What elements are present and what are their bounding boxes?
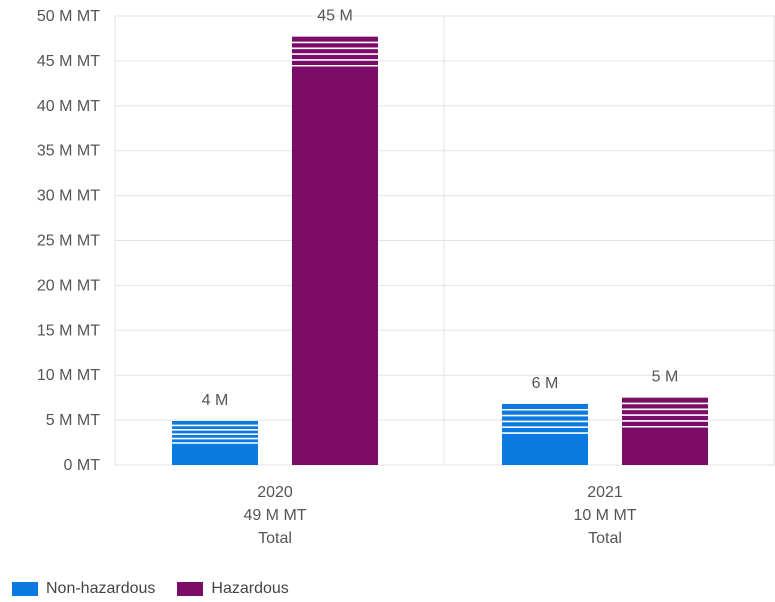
legend: Non-hazardous Hazardous [12, 580, 289, 598]
data-label: 45 M [317, 8, 353, 25]
legend-swatch-hazardous [177, 582, 204, 596]
bar-hazardous-2020[interactable] [292, 36, 378, 466]
y-tick-label: 40 M MT [37, 98, 100, 115]
bar-fill [502, 403, 588, 465]
grid-lines [114, 15, 775, 466]
legend-label-non-hazardous: Non-hazardous [46, 580, 156, 597]
legend-item-non-hazardous[interactable]: Non-hazardous [12, 580, 155, 598]
y-tick-label: 5 M MT [46, 412, 100, 429]
y-tick-label: 45 M MT [37, 53, 100, 70]
bar-fill [292, 36, 378, 466]
x-axis-category-labels: 2020 49 M MT Total 2021 10 M MT Total [243, 484, 636, 547]
data-label: 4 M [202, 392, 229, 409]
y-tick-label: 50 M MT [37, 8, 100, 25]
y-axis-tick-labels: 0 MT 5 M MT 10 M MT 15 M MT 20 M MT 25 M MT 30… [37, 8, 100, 474]
legend-item-hazardous[interactable]: Hazardous [177, 580, 289, 598]
bar-non-hazardous-2020[interactable] [172, 420, 258, 465]
bar-hazardous-2021[interactable] [622, 397, 708, 465]
y-tick-label: 0 MT [64, 457, 101, 474]
y-tick-label: 20 M MT [37, 277, 100, 294]
y-tick-label: 25 M MT [37, 233, 100, 250]
y-tick-label: 35 M MT [37, 143, 100, 160]
y-tick-label: 30 M MT [37, 188, 100, 205]
bar-non-hazardous-2021[interactable] [502, 403, 588, 465]
y-tick-label: 10 M MT [37, 367, 100, 384]
category-total: 10 M MT [573, 507, 636, 524]
data-labels: 4 M 45 M 6 M 5 M [202, 8, 679, 409]
legend-swatch-non-hazardous [12, 582, 38, 596]
category-total: 49 M MT [243, 507, 306, 524]
legend-label-hazardous: Hazardous [211, 580, 289, 597]
category-total-caption: Total [588, 530, 622, 547]
data-label: 5 M [652, 369, 679, 386]
category-label: 2021 [587, 484, 623, 501]
category-total-caption: Total [258, 530, 292, 547]
bar-fill [622, 397, 708, 465]
category-label: 2020 [257, 484, 293, 501]
y-tick-label: 15 M MT [37, 322, 100, 339]
bars [172, 36, 708, 466]
data-label: 6 M [532, 375, 559, 392]
bar-chart: 0 MT 5 M MT 10 M MT 15 M MT 20 M MT 25 M MT 30… [37, 8, 775, 547]
